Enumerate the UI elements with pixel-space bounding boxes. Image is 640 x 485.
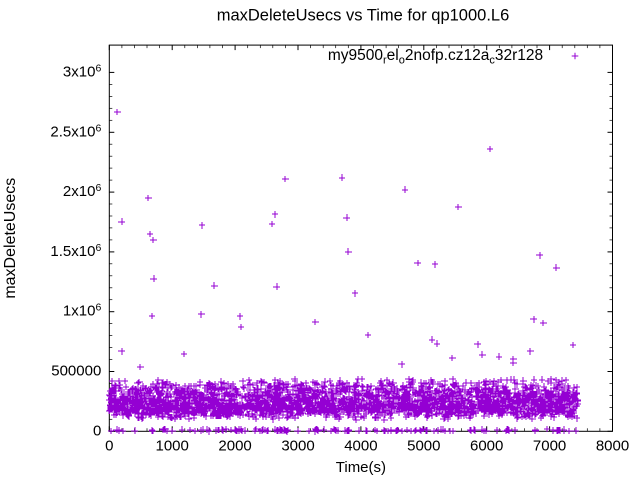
svg-text:5000: 5000 — [407, 437, 440, 454]
svg-text:Time(s): Time(s) — [336, 459, 386, 476]
svg-text:1000: 1000 — [156, 437, 189, 454]
svg-text:2.5x106: 2.5x106 — [50, 122, 101, 140]
svg-text:my9500relo2nofp.cz12ac32r128: my9500relo2nofp.cz12ac32r128 — [328, 47, 543, 67]
svg-text:0: 0 — [93, 422, 101, 439]
svg-text:7000: 7000 — [533, 437, 566, 454]
svg-text:6000: 6000 — [470, 437, 503, 454]
svg-text:2000: 2000 — [218, 437, 251, 454]
svg-text:0: 0 — [105, 437, 113, 454]
svg-text:4000: 4000 — [344, 437, 377, 454]
svg-text:1.5x106: 1.5x106 — [50, 242, 101, 260]
svg-text:3000: 3000 — [281, 437, 314, 454]
svg-text:8000: 8000 — [596, 437, 629, 454]
svg-text:maxDeleteUsecs: maxDeleteUsecs — [2, 178, 19, 299]
svg-text:500000: 500000 — [51, 362, 101, 379]
svg-text:maxDeleteUsecs vs Time for qp1: maxDeleteUsecs vs Time for qp1000.L6 — [217, 7, 510, 25]
